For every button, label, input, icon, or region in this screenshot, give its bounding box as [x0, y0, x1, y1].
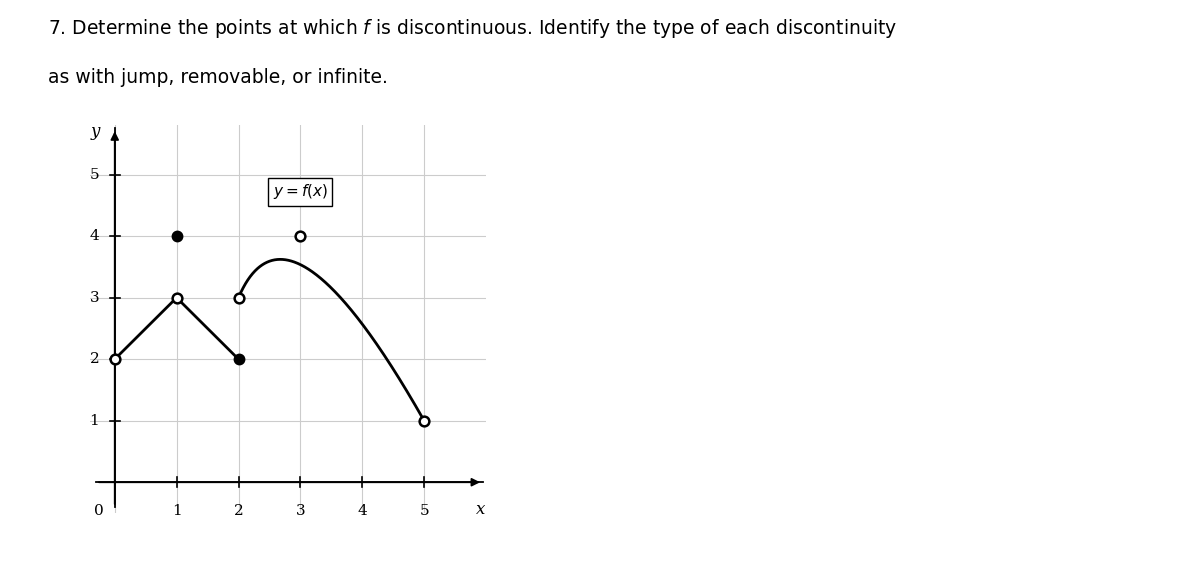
Text: 7. Determine the points at which $f$ is discontinuous. Identify the type of each: 7. Determine the points at which $f$ is … — [48, 17, 898, 40]
Text: y: y — [90, 123, 100, 140]
Text: 2: 2 — [234, 504, 244, 518]
Text: 5: 5 — [90, 168, 100, 182]
Text: 4: 4 — [358, 504, 367, 518]
Text: $y = f(x)$: $y = f(x)$ — [272, 182, 328, 201]
Text: 2: 2 — [90, 352, 100, 366]
Text: 3: 3 — [90, 291, 100, 305]
Text: 5: 5 — [419, 504, 428, 518]
Text: 3: 3 — [295, 504, 305, 518]
Text: 1: 1 — [90, 414, 100, 428]
Text: as with jump, removable, or infinite.: as with jump, removable, or infinite. — [48, 68, 388, 87]
Text: 4: 4 — [90, 229, 100, 243]
Text: 1: 1 — [172, 504, 181, 518]
Text: x: x — [476, 502, 486, 519]
Text: 0: 0 — [95, 504, 104, 518]
